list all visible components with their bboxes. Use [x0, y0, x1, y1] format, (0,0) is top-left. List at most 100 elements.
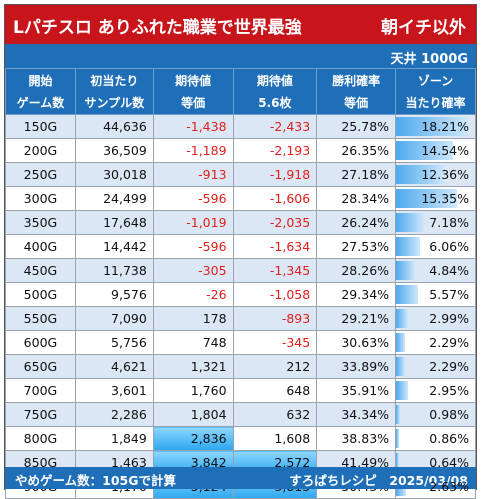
cell-sample-count: 11,738: [74, 258, 154, 283]
title-bar: Lパチスロ ありふれた職業で世界最強 朝イチ以外: [5, 5, 476, 44]
cell-win-rate: 27.18%: [316, 162, 397, 187]
zone-rate-value: 6.06%: [429, 239, 469, 254]
footer-bar: やめゲーム数：105Gで計算 すろぱちレシピ 2025/03/08: [5, 467, 476, 489]
zone-rate-value: 0.86%: [429, 431, 469, 446]
cell-ev-56: -2,035: [232, 210, 318, 235]
zone-rate-bar: [396, 261, 416, 280]
table-row: 450G 11,738 -305 -1,345 28.26% 4.84%: [5, 258, 476, 283]
footer-source-date: すろぱちレシピ 2025/03/08: [289, 473, 468, 488]
cell-zone-rate: 18.21%: [395, 114, 476, 139]
cell-win-rate: 34.34%: [316, 402, 397, 427]
cell-sample-count: 3,601: [74, 378, 154, 403]
cell-ev-equal: -913: [152, 162, 234, 187]
cell-ev-56: 632: [232, 402, 318, 427]
cell-start-game: 150G: [5, 114, 76, 139]
zone-rate-value: 2.99%: [429, 311, 469, 326]
zone-rate-bar: [396, 357, 406, 376]
cell-sample-count: 44,636: [74, 114, 154, 139]
cell-ev-equal: 178: [152, 306, 234, 331]
cell-zone-rate: 12.36%: [395, 162, 476, 187]
zone-rate-value: 15.35%: [421, 191, 469, 206]
ceiling-label: 天井 1000G: [390, 52, 468, 67]
cell-ev-equal: 1,760: [152, 378, 234, 403]
zone-rate-value: 4.84%: [429, 263, 469, 278]
table-row: 500G 9,576 -26 -1,058 29.34% 5.57%: [5, 282, 476, 307]
cell-zone-rate: 2.95%: [395, 378, 476, 403]
table-row: 600G 5,756 748 -345 30.63% 2.29%: [5, 330, 476, 355]
cell-start-game: 650G: [5, 354, 76, 379]
table-row: 250G 30,018 -913 -1,918 27.18% 12.36%: [5, 162, 476, 187]
cell-win-rate: 26.24%: [316, 210, 397, 235]
cell-zone-rate: 15.35%: [395, 186, 476, 211]
cell-win-rate: 26.35%: [316, 138, 397, 163]
col-zone-rate-2: 当たり確率: [395, 91, 476, 115]
zone-rate-value: 0.64%: [429, 455, 469, 470]
zone-rate-value: 0.98%: [429, 407, 469, 422]
page-title: Lパチスロ ありふれた職業で世界最強: [13, 18, 302, 38]
cell-ev-equal: 748: [152, 330, 234, 355]
cell-start-game: 400G: [5, 234, 76, 259]
zone-rate-bar: [396, 333, 406, 352]
cell-sample-count: 9,576: [74, 282, 154, 307]
zone-rate-bar: [396, 429, 400, 448]
cell-start-game: 300G: [5, 186, 76, 211]
cell-start-game: 700G: [5, 378, 76, 403]
cell-win-rate: 35.91%: [316, 378, 397, 403]
cell-start-game: 200G: [5, 138, 76, 163]
cell-ev-equal: 2,836: [152, 426, 234, 451]
table-row: 800G 1,849 2,836 1,608 38.83% 0.86%: [5, 426, 476, 451]
cell-start-game: 600G: [5, 330, 76, 355]
cell-zone-rate: 2.29%: [395, 330, 476, 355]
cell-ev-56: 1,608: [232, 426, 318, 451]
zone-rate-bar: [396, 165, 445, 184]
cell-ev-equal: -1,189: [152, 138, 234, 163]
cell-win-rate: 25.78%: [316, 114, 397, 139]
data-table-panel: Lパチスロ ありふれた職業で世界最強 朝イチ以外 天井 1000G 開始 初当た…: [4, 4, 477, 499]
zone-rate-value: 2.95%: [429, 383, 469, 398]
cell-sample-count: 1,849: [74, 426, 154, 451]
zone-rate-bar: [396, 285, 419, 304]
col-start-1: 開始: [5, 68, 76, 92]
cell-start-game: 800G: [5, 426, 76, 451]
cell-ev-56: -1,606: [232, 186, 318, 211]
cell-start-game: 500G: [5, 282, 76, 307]
cell-ev-56: 212: [232, 354, 318, 379]
cell-start-game: 550G: [5, 306, 76, 331]
cell-win-rate: 28.34%: [316, 186, 397, 211]
cell-win-rate: 30.63%: [316, 330, 397, 355]
col-ev-equal-1: 期待値: [152, 68, 234, 92]
cell-ev-equal: -596: [152, 186, 234, 211]
table-row: 150G 44,636 -1,438 -2,433 25.78% 18.21%: [5, 114, 476, 139]
cell-win-rate: 27.53%: [316, 234, 397, 259]
table-row: 350G 17,648 -1,019 -2,035 26.24% 7.18%: [5, 210, 476, 235]
col-ev-equal-2: 等価: [152, 91, 234, 115]
cell-win-rate: 29.21%: [316, 306, 397, 331]
zone-rate-bar: [396, 237, 420, 256]
cell-zone-rate: 4.84%: [395, 258, 476, 283]
table-row: 650G 4,621 1,321 212 33.89% 2.29%: [5, 354, 476, 379]
zone-rate-bar: [396, 405, 400, 424]
cell-ev-equal: -26: [152, 282, 234, 307]
table-row: 400G 14,442 -596 -1,634 27.53% 6.06%: [5, 234, 476, 259]
zone-rate-value: 2.29%: [429, 359, 469, 374]
condition-badge: 朝イチ以外: [381, 18, 466, 38]
zone-rate-bar: [396, 141, 454, 160]
table-row: 300G 24,499 -596 -1,606 28.34% 15.35%: [5, 186, 476, 211]
cell-zone-rate: 2.29%: [395, 354, 476, 379]
zone-rate-value: 2.63%: [429, 479, 469, 494]
table-body: 150G 44,636 -1,438 -2,433 25.78% 18.21% 200G 36…: [5, 114, 476, 499]
cell-zone-rate: 7.18%: [395, 210, 476, 235]
cell-start-game: 450G: [5, 258, 76, 283]
col-win-rate-2: 等価: [316, 91, 397, 115]
cell-ev-56: -1,058: [232, 282, 318, 307]
zone-rate-value: 5.57%: [429, 287, 469, 302]
zone-rate-bar: [396, 213, 425, 232]
cell-sample-count: 30,018: [74, 162, 154, 187]
table-row: 200G 36,509 -1,189 -2,193 26.35% 14.54%: [5, 138, 476, 163]
cell-sample-count: 5,756: [74, 330, 154, 355]
cell-sample-count: 17,648: [74, 210, 154, 235]
col-zone-rate-1: ゾーン: [395, 68, 476, 92]
cell-sample-count: 4,621: [74, 354, 154, 379]
cell-ev-56: -1,634: [232, 234, 318, 259]
col-win-rate-1: 勝利確率: [316, 68, 397, 92]
